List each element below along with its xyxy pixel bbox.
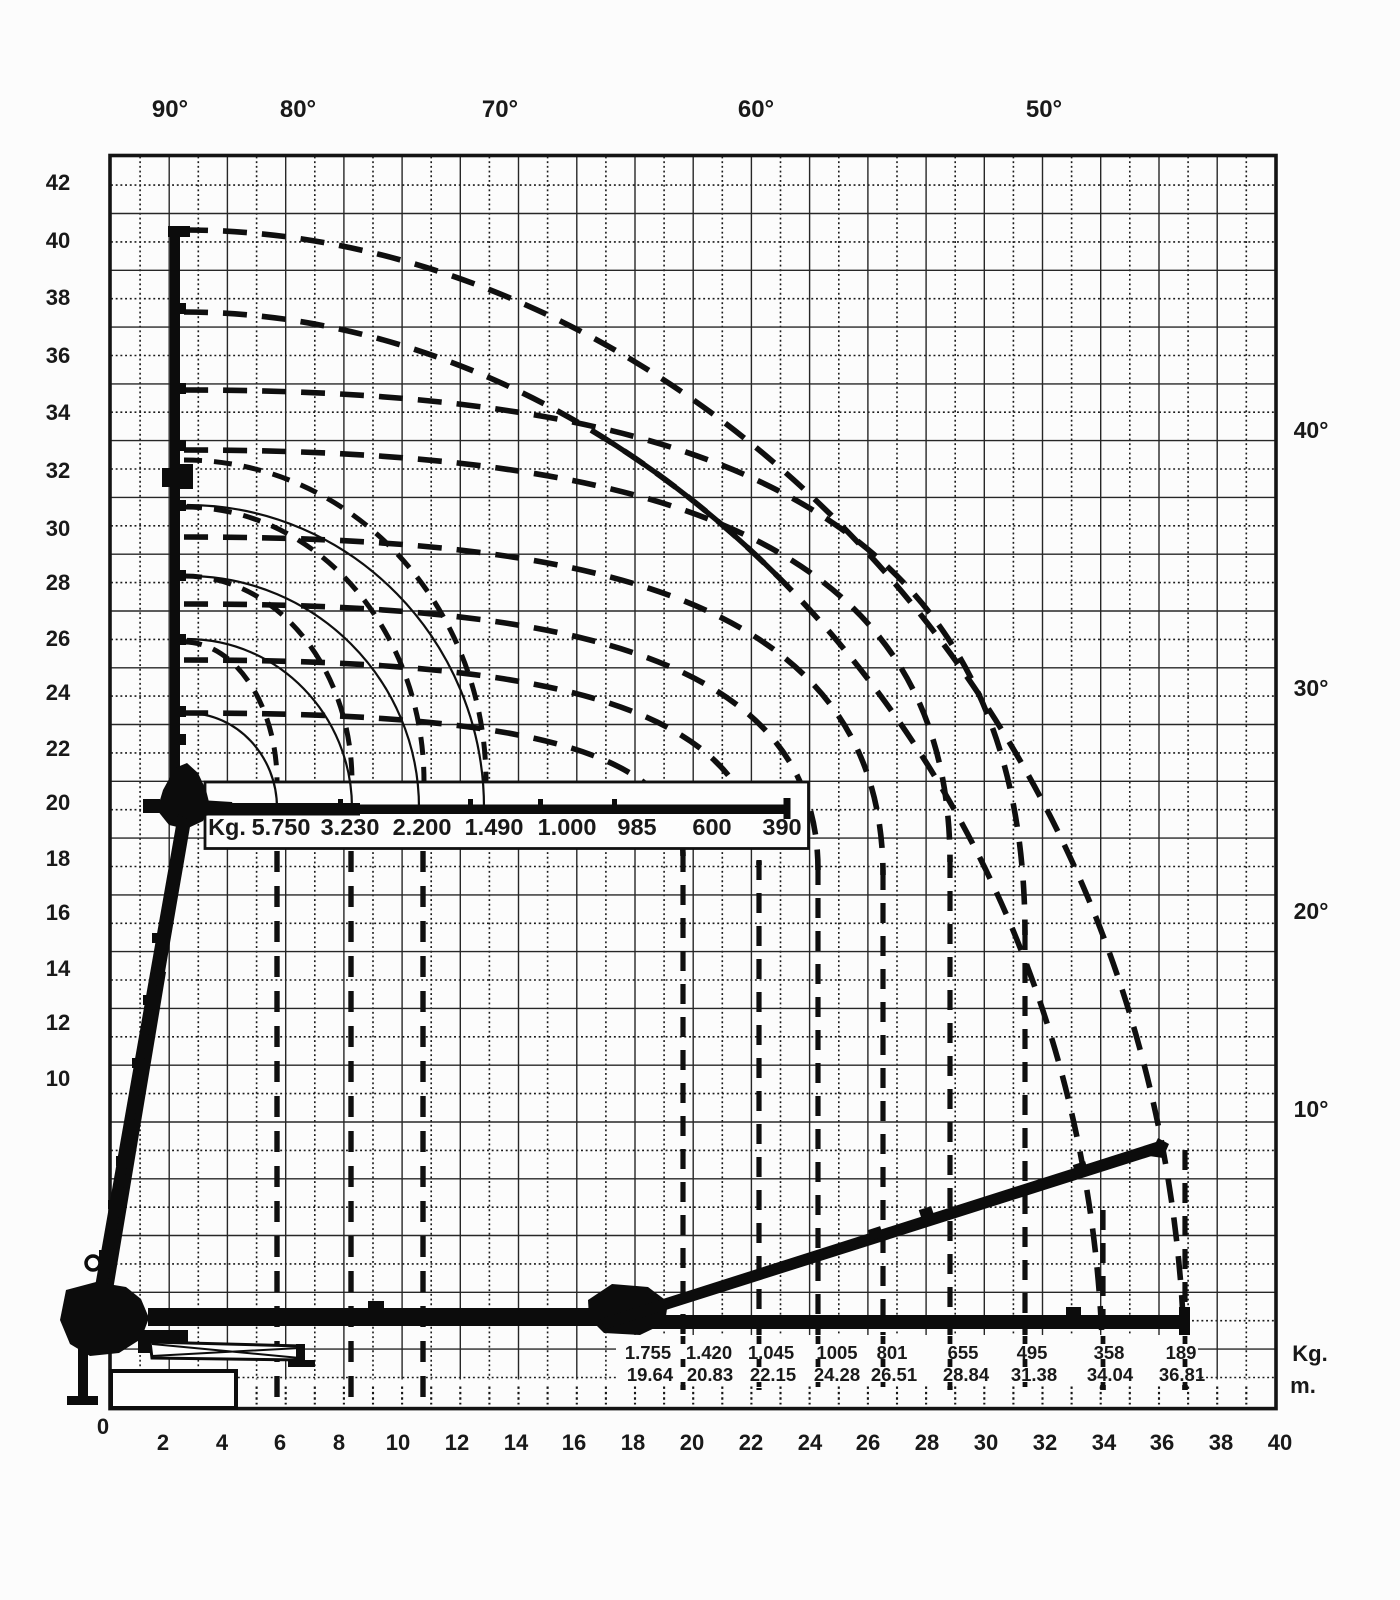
- svg-text:36: 36: [1150, 1430, 1174, 1455]
- svg-text:20.83: 20.83: [687, 1364, 733, 1385]
- svg-text:14: 14: [46, 956, 71, 981]
- svg-text:36.81: 36.81: [1159, 1364, 1205, 1385]
- svg-text:26: 26: [856, 1430, 880, 1455]
- svg-text:m.: m.: [1290, 1373, 1316, 1398]
- svg-text:22.15: 22.15: [750, 1364, 796, 1385]
- svg-text:14: 14: [504, 1430, 529, 1455]
- svg-text:70°: 70°: [482, 96, 518, 123]
- svg-text:655: 655: [948, 1342, 979, 1363]
- svg-text:28: 28: [46, 570, 70, 595]
- svg-text:10: 10: [386, 1430, 410, 1455]
- svg-text:10: 10: [46, 1066, 70, 1091]
- svg-text:38: 38: [1209, 1430, 1233, 1455]
- svg-text:1.420: 1.420: [686, 1342, 732, 1363]
- svg-text:358: 358: [1094, 1342, 1125, 1363]
- svg-text:1.755: 1.755: [625, 1342, 671, 1363]
- svg-text:28.84: 28.84: [943, 1364, 990, 1385]
- svg-text:36: 36: [46, 343, 70, 368]
- svg-text:Kg.: Kg.: [1292, 1341, 1327, 1366]
- svg-text:20: 20: [46, 790, 70, 815]
- svg-text:24: 24: [46, 680, 71, 705]
- svg-text:34.04: 34.04: [1087, 1364, 1134, 1385]
- svg-text:18: 18: [46, 846, 70, 871]
- svg-text:50°: 50°: [1026, 96, 1062, 123]
- svg-text:34: 34: [46, 400, 71, 425]
- svg-text:40°: 40°: [1294, 417, 1329, 443]
- svg-text:16: 16: [46, 900, 70, 925]
- svg-text:801: 801: [877, 1342, 908, 1363]
- svg-text:495: 495: [1017, 1342, 1048, 1363]
- svg-text:30°: 30°: [1294, 675, 1329, 701]
- svg-text:38: 38: [46, 285, 70, 310]
- svg-text:5.750: 5.750: [252, 814, 311, 840]
- svg-text:12: 12: [46, 1010, 70, 1035]
- svg-text:22: 22: [46, 736, 70, 761]
- svg-text:10°: 10°: [1294, 1096, 1329, 1122]
- svg-text:42: 42: [46, 170, 70, 195]
- svg-text:2.200: 2.200: [393, 814, 452, 840]
- svg-text:18: 18: [621, 1430, 645, 1455]
- svg-text:80°: 80°: [280, 96, 316, 123]
- svg-text:20: 20: [680, 1430, 704, 1455]
- svg-text:985: 985: [617, 814, 656, 840]
- svg-text:19.64: 19.64: [627, 1364, 674, 1385]
- svg-text:4: 4: [216, 1430, 229, 1455]
- svg-text:6: 6: [274, 1430, 286, 1455]
- svg-text:8: 8: [333, 1430, 345, 1455]
- svg-text:40: 40: [46, 228, 70, 253]
- svg-text:32: 32: [46, 458, 70, 483]
- svg-text:12: 12: [445, 1430, 469, 1455]
- svg-text:26: 26: [46, 626, 70, 651]
- svg-text:28: 28: [915, 1430, 939, 1455]
- svg-text:90°: 90°: [152, 96, 188, 123]
- svg-text:600: 600: [692, 814, 731, 840]
- svg-text:40: 40: [1268, 1430, 1292, 1455]
- svg-text:22: 22: [739, 1430, 763, 1455]
- svg-text:26.51: 26.51: [871, 1364, 917, 1385]
- svg-text:3.230: 3.230: [321, 814, 380, 840]
- svg-text:30: 30: [974, 1430, 998, 1455]
- svg-text:1.045: 1.045: [748, 1342, 794, 1363]
- svg-text:16: 16: [562, 1430, 586, 1455]
- svg-text:1005: 1005: [816, 1342, 857, 1363]
- svg-text:30: 30: [46, 516, 70, 541]
- svg-text:31.38: 31.38: [1011, 1364, 1057, 1385]
- svg-text:32: 32: [1033, 1430, 1057, 1455]
- svg-text:60°: 60°: [738, 96, 774, 123]
- svg-text:20°: 20°: [1294, 898, 1329, 924]
- svg-text:1.490: 1.490: [465, 814, 524, 840]
- svg-text:24.28: 24.28: [814, 1364, 860, 1385]
- svg-text:Kg.: Kg.: [208, 814, 246, 840]
- svg-text:24: 24: [798, 1430, 823, 1455]
- svg-text:34: 34: [1092, 1430, 1117, 1455]
- svg-text:189: 189: [1166, 1342, 1197, 1363]
- svg-text:0: 0: [97, 1414, 109, 1439]
- svg-text:1.000: 1.000: [538, 814, 597, 840]
- svg-text:2: 2: [157, 1430, 169, 1455]
- svg-text:390: 390: [762, 814, 801, 840]
